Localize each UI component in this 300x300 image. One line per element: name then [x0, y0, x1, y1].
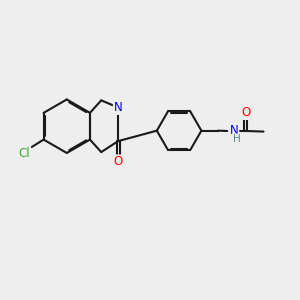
Text: N: N [114, 101, 123, 114]
Text: O: O [241, 106, 250, 119]
Text: O: O [114, 155, 123, 168]
Text: Cl: Cl [19, 147, 30, 160]
Text: N: N [230, 124, 238, 137]
Text: H: H [233, 134, 241, 144]
